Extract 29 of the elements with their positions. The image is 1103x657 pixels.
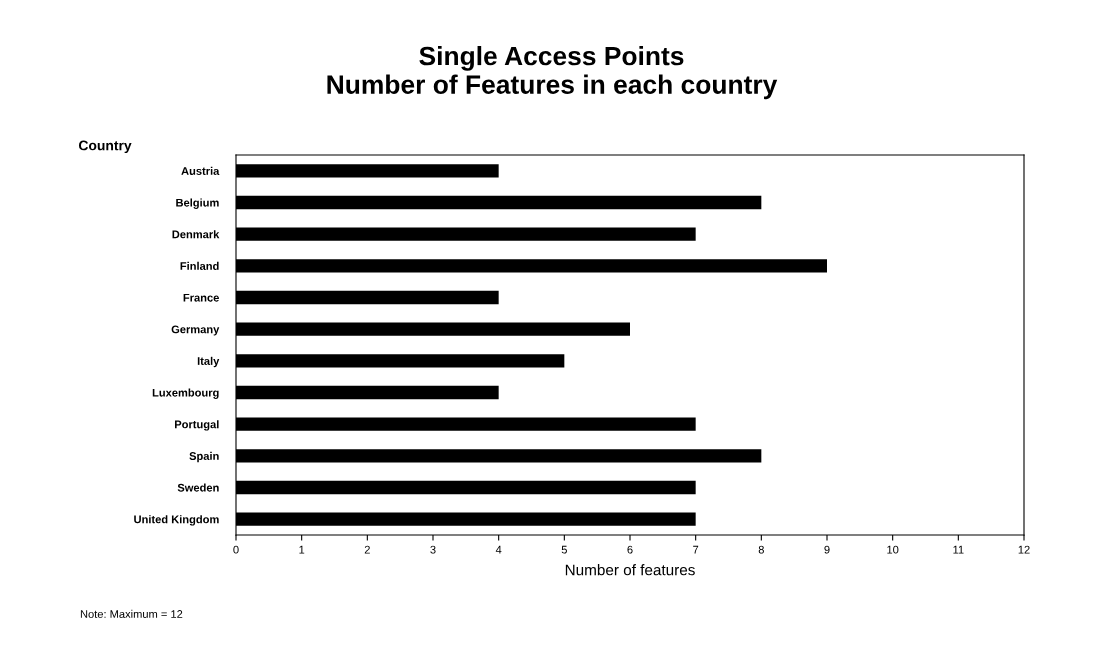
x-tick-label: 5 bbox=[561, 545, 567, 554]
y-tick-label: France bbox=[183, 293, 219, 302]
x-tick-label: 2 bbox=[364, 545, 370, 554]
y-tick-label: Sweden bbox=[177, 483, 219, 492]
x-tick-label: 0 bbox=[233, 545, 239, 554]
x-axis-title: Number of features bbox=[565, 564, 695, 576]
x-tick-label: 6 bbox=[627, 545, 633, 554]
y-tick-label: Portugal bbox=[175, 420, 219, 431]
chart-title: Single Access Points Number of Features in each country bbox=[327, 45, 778, 100]
y-tick-label: Austria bbox=[181, 166, 220, 175]
x-tick-label: 10 bbox=[887, 545, 899, 554]
x-tick-label: 12 bbox=[1018, 545, 1030, 554]
text: Note: Maximum = 12 bbox=[80, 609, 183, 618]
y-tick-label: Germany bbox=[171, 325, 220, 336]
x-tick-label: 8 bbox=[758, 545, 764, 554]
y-tick-label: Spain bbox=[189, 451, 219, 463]
y-tick-label: United Kingdom bbox=[134, 515, 219, 526]
x-tick-label: 1 bbox=[299, 545, 305, 554]
y-tick-label: Italy bbox=[197, 356, 220, 368]
y-tick-label: Belgium bbox=[176, 198, 219, 209]
x-tick-label: 11 bbox=[953, 545, 964, 554]
x-tick-label: 3 bbox=[430, 545, 436, 554]
y-tick-label: Finland bbox=[180, 261, 219, 270]
y-tick-label: Luxembourg bbox=[152, 388, 219, 399]
x-tick-label: 4 bbox=[495, 545, 502, 554]
y-tick-label: Denmark bbox=[172, 230, 220, 239]
y-axis-title: Country bbox=[78, 140, 132, 154]
x-tick-label: 9 bbox=[824, 545, 830, 554]
x-tick-label: 7 bbox=[693, 545, 699, 554]
